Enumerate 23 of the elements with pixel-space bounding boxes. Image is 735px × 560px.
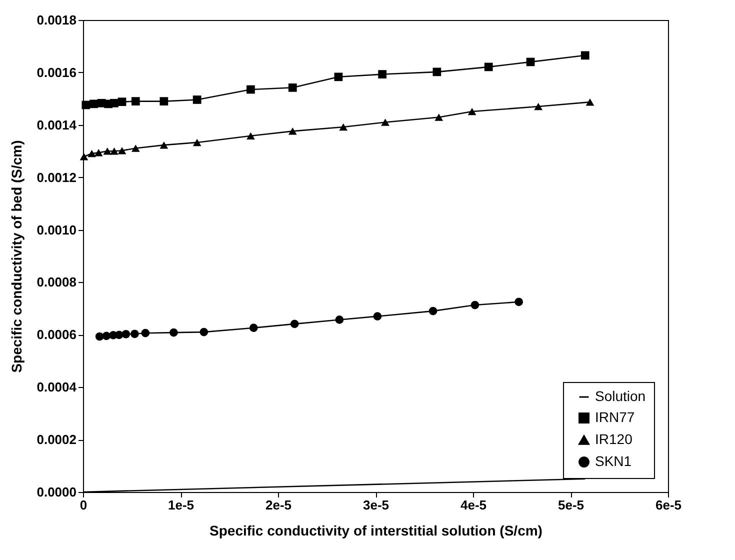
- y-tick-label: 0.0000: [36, 484, 76, 500]
- legend-label: Solution: [595, 388, 646, 404]
- y-tick-label: 0.0010: [36, 222, 76, 238]
- x-axis-title: Specific conductivity of interstitial solution (S/cm): [210, 522, 542, 538]
- y-tick-label: 0.0016: [36, 64, 76, 80]
- y-tick-label: 0.0008: [36, 274, 76, 290]
- legend-label: IR120: [595, 431, 633, 447]
- y-axis-title: Specific conductivity of bed (S/cm): [8, 140, 25, 373]
- y-tick-label: 0.0012: [36, 170, 76, 185]
- y-tick-label: 0.0006: [36, 327, 76, 342]
- x-tick-label: 0: [80, 498, 88, 512]
- x-tick-label: 5e-5: [558, 498, 584, 512]
- y-tick-label: 0.0002: [36, 432, 76, 448]
- x-tick-label: 1e-5: [168, 498, 194, 512]
- legend-label: SKN1: [595, 453, 632, 469]
- x-tick-label: 2e-5: [265, 498, 292, 512]
- x-tick-label: 3e-5: [362, 498, 390, 512]
- legend-label: IRN77: [595, 409, 635, 425]
- y-tick-label: 0.0018: [36, 12, 76, 28]
- y-tick-label: 0.0014: [36, 117, 78, 132]
- y-tick-label: 0.0004: [36, 380, 78, 395]
- x-tick-label: 4e-5: [460, 498, 487, 512]
- x-tick-label: 6e-5: [655, 498, 682, 512]
